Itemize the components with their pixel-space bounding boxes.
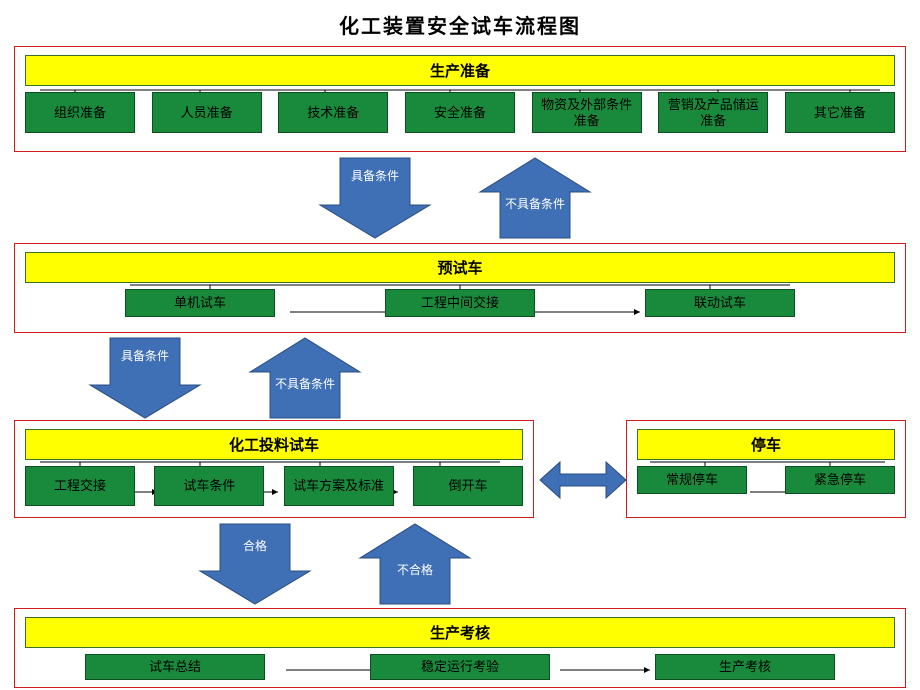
section-pretrial: 预试车 单机试车 工程中间交接 联动试车 <box>14 243 906 333</box>
feed-item-3: 倒开车 <box>413 466 523 506</box>
section-feed-header: 化工投料试车 <box>25 429 523 460</box>
section-prep: 生产准备 组织准备人员准备技术准备安全准备物资及外部条件准备营销及产品储运准备其… <box>14 46 906 152</box>
section-feed: 化工投料试车 工程交接试车条件试车方案及标准倒开车 <box>14 420 534 518</box>
section-stop: 停车 常规停车 紧急停车 <box>626 420 906 518</box>
assess-item-0: 试车总结 <box>85 654 265 680</box>
arrow-label-1-up: 不具备条件 <box>480 198 590 212</box>
feed-item-0: 工程交接 <box>25 466 135 506</box>
pretrial-item-1: 工程中间交接 <box>385 289 535 317</box>
section-pretrial-header: 预试车 <box>25 252 895 283</box>
arrow-double <box>540 462 626 498</box>
assess-item-1: 稳定运行考验 <box>370 654 550 680</box>
feed-item-1: 试车条件 <box>154 466 264 506</box>
prep-item-4: 物资及外部条件准备 <box>532 92 642 133</box>
stop-item-0: 常规停车 <box>637 466 747 494</box>
arrow-label-3-down: 合格 <box>200 540 310 554</box>
feed-item-2: 试车方案及标准 <box>284 466 394 506</box>
arrow-label-2-down: 具备条件 <box>90 350 200 364</box>
prep-item-6: 其它准备 <box>785 92 895 133</box>
prep-item-2: 技术准备 <box>278 92 388 133</box>
pretrial-item-2: 联动试车 <box>645 289 795 317</box>
section-stop-header: 停车 <box>637 429 895 460</box>
prep-item-5: 营销及产品储运准备 <box>658 92 768 133</box>
pretrial-item-0: 单机试车 <box>125 289 275 317</box>
prep-item-1: 人员准备 <box>152 92 262 133</box>
prep-item-3: 安全准备 <box>405 92 515 133</box>
stop-item-1: 紧急停车 <box>785 466 895 494</box>
section-assess-header: 生产考核 <box>25 617 895 648</box>
page-title: 化工装置安全试车流程图 <box>0 0 920 45</box>
assess-item-2: 生产考核 <box>655 654 835 680</box>
section-assess: 生产考核 试车总结 稳定运行考验 生产考核 <box>14 608 906 688</box>
arrow-label-2-up: 不具备条件 <box>250 378 360 392</box>
arrow-down-3 <box>200 524 310 604</box>
arrow-label-3-up: 不合格 <box>360 564 470 578</box>
section-prep-header: 生产准备 <box>25 55 895 86</box>
prep-item-0: 组织准备 <box>25 92 135 133</box>
arrow-label-1-down: 具备条件 <box>320 170 430 184</box>
